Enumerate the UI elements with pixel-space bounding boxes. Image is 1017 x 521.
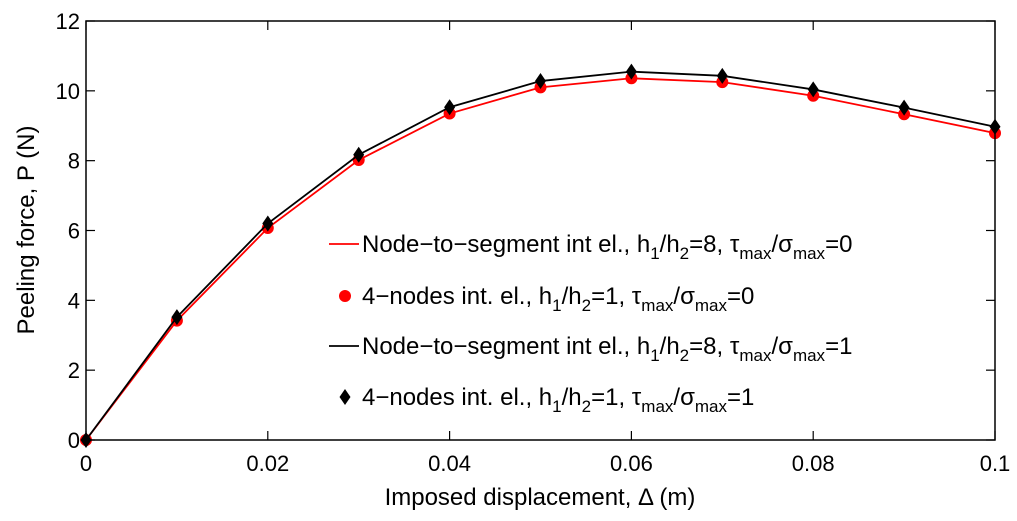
- y-tick-label: 12: [56, 9, 80, 34]
- data-point-diamond: [716, 67, 728, 84]
- x-axis-label: Imposed displacement, Δ (m): [385, 484, 696, 511]
- y-tick-label: 2: [68, 358, 80, 383]
- legend-label-subscript: 2: [582, 397, 591, 416]
- legend-label: Node−to−segment int el., h1/h2=8, τmax/σ…: [362, 231, 852, 263]
- plot-frame: [85, 20, 996, 441]
- data-point-diamond: [625, 63, 637, 80]
- data-point-diamond: [444, 99, 456, 116]
- x-tick-label: 0: [80, 451, 92, 476]
- legend-label-subscript: max: [641, 397, 674, 416]
- legend-label-part: /h: [562, 283, 582, 310]
- legend-diamond-swatch: [339, 389, 351, 405]
- legend-label: Node−to−segment int el., h1/h2=8, τmax/σ…: [362, 333, 852, 365]
- legend-item: Node−to−segment int el., h1/h2=8, τmax/σ…: [329, 333, 852, 365]
- y-tick-label: 4: [68, 288, 80, 313]
- legend-label-part: /σ: [673, 384, 695, 411]
- legend-label-part: =8, τ: [689, 333, 740, 360]
- legend-label-subscript: max: [739, 244, 772, 263]
- legend-label-subscript: max: [793, 244, 826, 263]
- legend-label-part: /σ: [771, 333, 793, 360]
- data-point-diamond: [535, 73, 546, 90]
- y-tick-label: 0: [68, 428, 80, 453]
- x-tick-label: 0.08: [792, 451, 835, 476]
- legend-label-subscript: 1: [650, 346, 659, 365]
- y-axis-label: Peeling force, P (N): [13, 126, 40, 335]
- legend-label-subscript: 1: [552, 397, 561, 416]
- series-4: [80, 63, 1001, 448]
- legend-item: 4−nodes int. el., h1/h2=1, τmax/σmax=0: [339, 283, 754, 315]
- legend-label-part: =0: [727, 283, 754, 310]
- legend-label-part: =1, τ: [591, 384, 642, 411]
- legend-item: Node−to−segment int el., h1/h2=8, τmax/σ…: [329, 231, 852, 263]
- legend-label-part: /σ: [771, 231, 793, 258]
- series-layer: [80, 63, 1001, 448]
- legend-label-part: 4−nodes int. el., h: [362, 384, 552, 411]
- legend-label-part: =0: [825, 231, 852, 258]
- legend-item: 4−nodes int. el., h1/h2=1, τmax/σmax=1: [339, 384, 754, 416]
- legend-label-part: =8, τ: [689, 231, 740, 258]
- legend-label-subscript: 1: [650, 244, 659, 263]
- legend-label-part: /h: [562, 384, 582, 411]
- legend-circle-swatch: [339, 290, 351, 302]
- data-point-diamond: [353, 146, 365, 163]
- legend-label: 4−nodes int. el., h1/h2=1, τmax/σmax=0: [362, 283, 754, 315]
- legend-label: 4−nodes int. el., h1/h2=1, τmax/σmax=1: [362, 384, 754, 416]
- legend-label-part: 4−nodes int. el., h: [362, 283, 552, 310]
- data-point-diamond: [171, 309, 183, 326]
- data-point-diamond: [898, 99, 910, 116]
- x-tick-label: 0.06: [610, 451, 653, 476]
- x-tick-label: 0.02: [246, 451, 289, 476]
- legend: Node−to−segment int el., h1/h2=8, τmax/σ…: [329, 231, 852, 416]
- legend-label-subscript: max: [695, 296, 728, 315]
- legend-label-part: /σ: [673, 283, 695, 310]
- legend-label-subscript: max: [641, 296, 674, 315]
- legend-label-part: Node−to−segment int el., h: [362, 333, 650, 360]
- legend-label-part: /h: [660, 231, 680, 258]
- legend-label-subscript: max: [695, 397, 728, 416]
- legend-label-subscript: 2: [680, 244, 689, 263]
- legend-label-part: =1, τ: [591, 283, 642, 310]
- legend-label-subscript: max: [793, 346, 826, 365]
- legend-label-subscript: 2: [582, 296, 591, 315]
- x-tick-label: 0.1: [980, 451, 1011, 476]
- y-tick-label: 8: [68, 149, 80, 174]
- x-tick-label: 0.04: [428, 451, 471, 476]
- y-tick-label: 6: [68, 219, 80, 244]
- legend-label-subscript: 1: [552, 296, 561, 315]
- legend-label-subscript: 2: [680, 346, 689, 365]
- legend-label-part: =1: [727, 384, 754, 411]
- data-point-diamond: [807, 81, 819, 98]
- data-point-diamond: [262, 215, 274, 232]
- y-tick-label: 10: [56, 79, 80, 104]
- legend-label-part: =1: [825, 333, 852, 360]
- legend-label-subscript: max: [739, 346, 772, 365]
- legend-label-part: Node−to−segment int el., h: [362, 231, 650, 258]
- legend-label-part: /h: [660, 333, 680, 360]
